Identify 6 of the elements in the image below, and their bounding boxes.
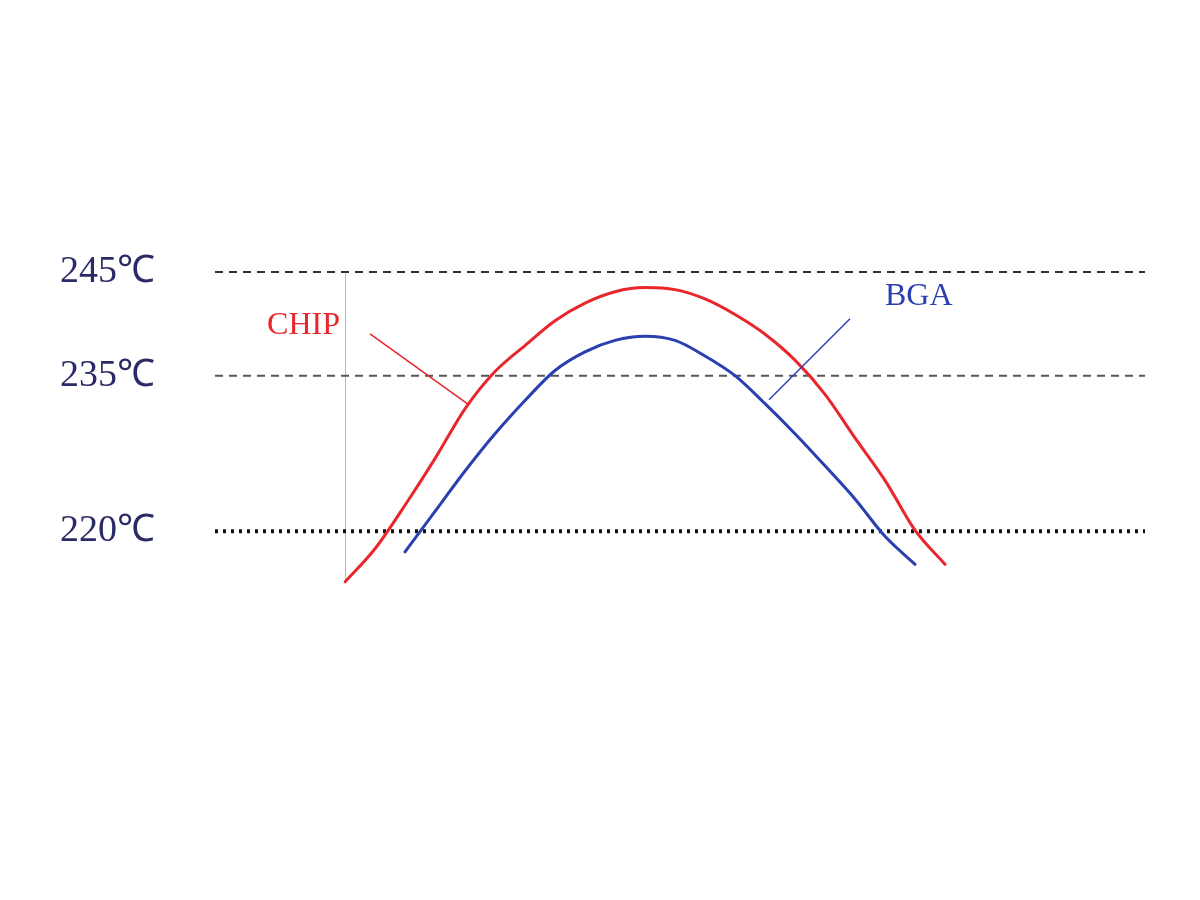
y-tick-label: 220℃ <box>60 507 155 550</box>
text: BGA <box>885 276 953 313</box>
y-tick-label: 245℃ <box>60 247 155 290</box>
line-series <box>403 334 917 566</box>
text: CHIP <box>267 305 340 342</box>
y-tick-label: 235℃ <box>60 351 155 394</box>
